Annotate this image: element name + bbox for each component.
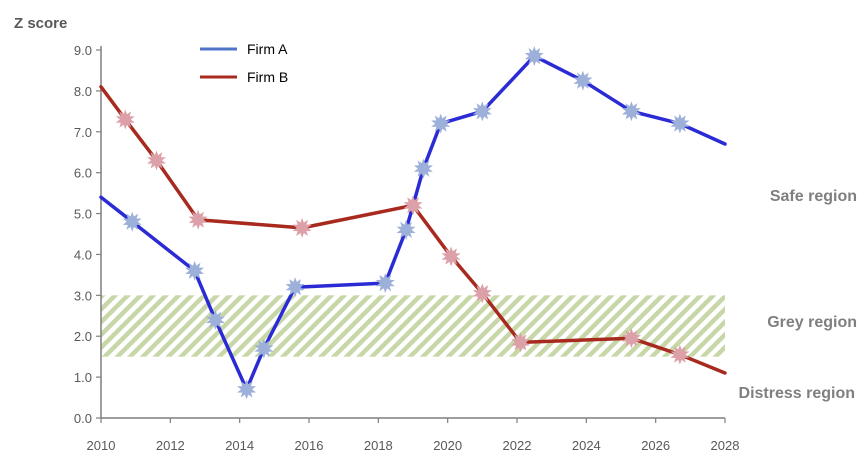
data-point-firm-b [292,217,312,238]
data-point-firm-b [670,344,690,365]
y-tick-label: 7.0 [74,125,92,140]
data-point-firm-a [254,338,274,359]
x-tick-label: 2014 [225,438,254,453]
data-point-firm-a [670,113,690,134]
grey-region-label: Grey region [767,314,857,331]
y-tick-label: 4.0 [74,247,92,262]
x-tick-label: 2010 [87,438,116,453]
data-point-firm-a [621,101,641,122]
y-tick-label: 8.0 [74,84,92,99]
x-tick-label: 2022 [503,438,532,453]
x-tick-label: 2020 [433,438,462,453]
x-tick-label: 2026 [641,438,670,453]
data-point-firm-a [524,46,544,67]
y-tick-label: 6.0 [74,166,92,181]
data-point-firm-a [122,211,142,232]
distress-region-label: Distress region [739,385,855,402]
data-point-firm-b [115,109,135,130]
data-point-firm-b [511,332,530,353]
x-tick-label: 2012 [156,438,185,453]
data-point-firm-a [285,277,305,298]
data-point-firm-b [621,328,641,349]
data-point-firm-a [573,70,593,91]
data-point-firm-a [431,113,451,134]
y-tick-label: 2.0 [74,329,92,344]
x-tick-label: 2018 [364,438,393,453]
data-point-firm-b [441,246,461,267]
grey-region-band [101,295,725,357]
data-point-firm-a [472,101,492,122]
legend-label-firm-a: Firm A [247,41,288,57]
x-tick-label: 2016 [295,438,324,453]
data-point-firm-b [472,283,492,304]
data-point-firm-a [396,219,416,240]
y-tick-label: 1.0 [74,370,92,385]
y-tick-label: 3.0 [74,288,92,303]
data-point-firm-b [147,150,166,171]
y-tick-label: 9.0 [74,43,92,58]
data-point-firm-a [413,158,433,179]
data-point-firm-b [188,209,208,230]
legend-label-firm-b: Firm B [247,69,288,85]
x-tick-label: 2028 [711,438,740,453]
data-point-firm-a [205,309,225,330]
data-point-firm-b [403,195,423,216]
y-axis-label: Z score [14,15,67,32]
y-tick-label: 5.0 [74,207,92,222]
legend: Firm A Firm B [200,41,288,85]
x-tick-label: 2024 [572,438,601,453]
data-point-firm-a [237,379,257,400]
safe-region-label: Safe region [770,188,857,205]
data-point-firm-a [375,273,395,294]
series-markers [115,46,690,400]
y-tick-label: 0.0 [74,411,92,426]
data-point-firm-a [185,260,205,281]
axes: 0.0 1.0 2.0 3.0 4.0 5.0 6.0 7.0 8.0 9.0 2010 2012 20… [74,43,740,453]
